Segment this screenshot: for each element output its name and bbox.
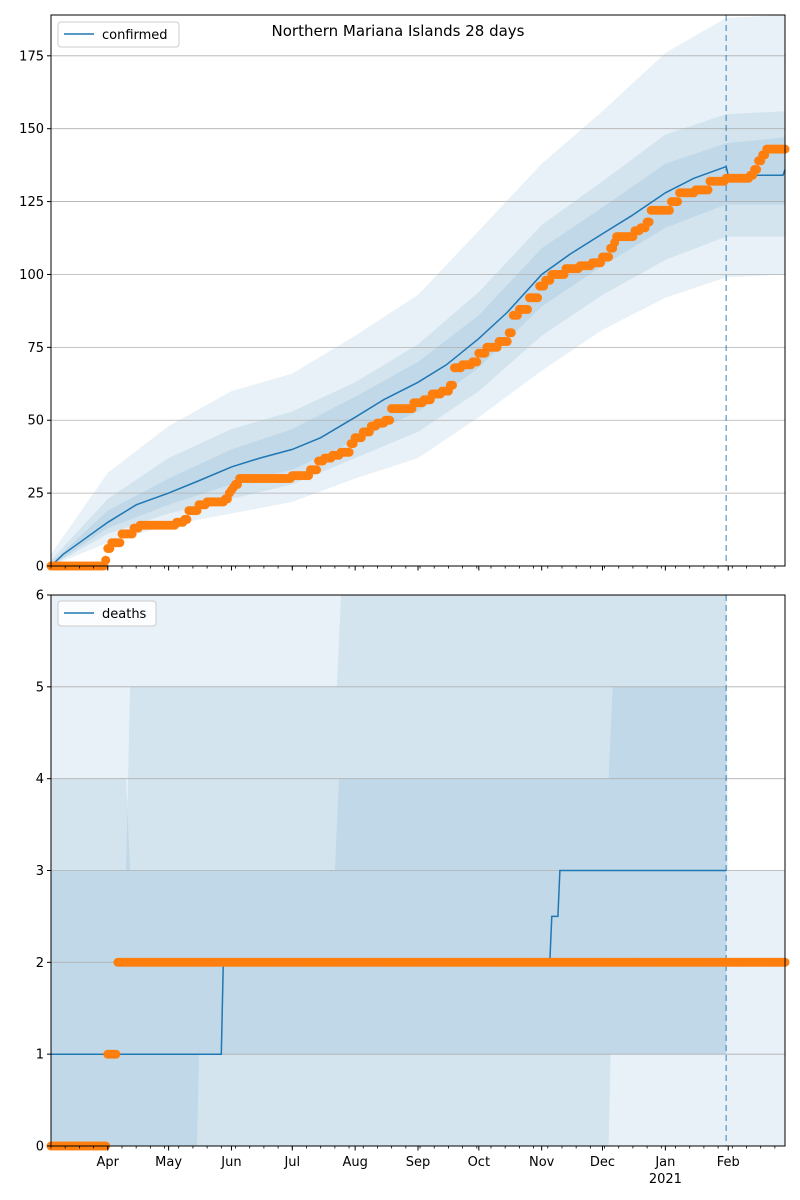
y-tick-label: 4 <box>36 772 44 787</box>
confirmed-observed-point <box>344 447 354 457</box>
y-tick-label: 1 <box>36 1048 44 1063</box>
y-tick-label: 150 <box>19 122 44 137</box>
y-tick-label: 25 <box>27 487 44 502</box>
y-tick-label: 5 <box>36 680 44 695</box>
confirmed-panel: 0 25 50 75 100 125 150 175 Northern Mariana Isl… <box>19 14 790 575</box>
x-tick-label: Sep <box>406 1155 431 1170</box>
deaths-panel: 0 1 2 3 4 5 6 Apr May Jun Jul Aug Sep Oct Nov Dec Jan 20… <box>36 589 790 1187</box>
confirmed-legend[interactable]: confirmed <box>57 21 180 48</box>
confirmed-observed-point <box>472 357 482 367</box>
deaths-x-ticks: Apr May Jun Jul Aug Sep Oct Nov Dec Jan 2021 Feb <box>50 1146 776 1187</box>
confirmed-band-outer <box>51 15 785 566</box>
y-tick-label: 175 <box>19 49 44 64</box>
x-tick-label: Nov <box>529 1155 555 1170</box>
confirmed-observed-point <box>703 185 713 195</box>
confirmed-observed-point <box>448 380 457 390</box>
legend-frame <box>57 600 157 627</box>
confirmed-observed-point <box>182 514 192 524</box>
x-tick-label: Dec <box>590 1155 615 1170</box>
y-tick-label: 3 <box>36 864 44 879</box>
confirmed-x-ticks <box>50 566 776 571</box>
y-tick-label: 50 <box>27 414 44 429</box>
confirmed-observed-point <box>312 465 322 475</box>
confirmed-band-middle <box>51 111 785 566</box>
legend-label: confirmed <box>102 28 168 43</box>
deaths-band-inner <box>51 686 727 1146</box>
confirmed-observed-point <box>506 328 516 338</box>
x-tick-label: Apr <box>97 1155 120 1170</box>
y-tick-label: 6 <box>36 589 44 604</box>
y-tick-label: 75 <box>27 341 44 356</box>
y-tick-label: 0 <box>36 1140 44 1155</box>
deaths-observed-points <box>46 957 790 1151</box>
confirmed-observed-point <box>664 205 674 215</box>
deaths-legend[interactable]: deaths <box>57 600 157 627</box>
x-tick-year-label: 2021 <box>649 1172 682 1187</box>
confirmed-observed-points <box>46 144 790 571</box>
x-tick-label: May <box>155 1155 182 1170</box>
deaths-observed-point <box>111 1049 121 1059</box>
y-tick-label: 125 <box>19 195 44 210</box>
confirmed-observed-point <box>673 197 682 207</box>
confirmed-observed-point <box>115 538 125 548</box>
x-tick-label: Aug <box>342 1155 367 1170</box>
x-tick-label: Jan <box>654 1155 675 1170</box>
x-tick-label: Feb <box>717 1155 740 1170</box>
confirmed-uncertainty-bands <box>51 15 785 566</box>
confirmed-observed-point <box>523 304 532 314</box>
y-tick-label: 2 <box>36 956 44 971</box>
legend-frame <box>57 21 180 48</box>
chart-title: Northern Mariana Islands 28 days <box>272 22 525 40</box>
x-tick-label: Jun <box>220 1155 241 1170</box>
deaths-model-line <box>51 869 727 1055</box>
confirmed-y-ticks: 0 25 50 75 100 125 150 175 <box>19 49 51 575</box>
deaths-y-ticks: 0 1 2 3 4 5 6 <box>36 589 51 1155</box>
y-tick-label: 100 <box>19 268 44 283</box>
confirmed-observed-point <box>101 555 111 565</box>
confirmed-band-inner <box>51 137 785 566</box>
x-tick-label: Oct <box>468 1155 490 1170</box>
confirmed-observed-point <box>644 217 654 227</box>
x-tick-label: Jul <box>283 1155 300 1170</box>
legend-label: deaths <box>102 607 147 622</box>
confirmed-model-line <box>50 165 786 567</box>
confirmed-observed-point <box>502 337 512 346</box>
confirmed-observed-point <box>385 415 395 425</box>
confirmed-observed-point <box>533 293 543 303</box>
y-tick-label: 0 <box>36 560 44 575</box>
confirmed-observed-point <box>752 165 762 174</box>
confirmed-observed-point <box>604 252 614 262</box>
